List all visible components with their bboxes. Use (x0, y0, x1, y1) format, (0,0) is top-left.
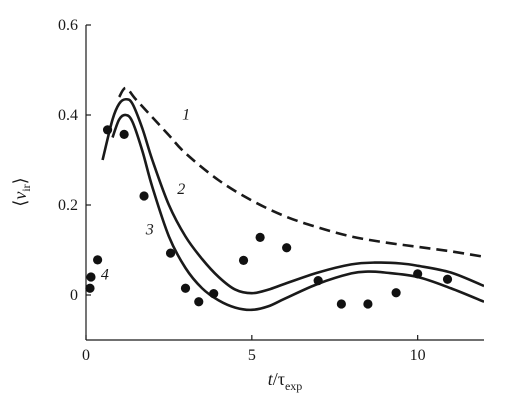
axes (85, 25, 484, 341)
series-line-2 (101, 97, 484, 295)
data-point (209, 289, 219, 299)
x-axis-label-tau: τ (278, 369, 285, 389)
data-point (86, 272, 96, 282)
y-tick-label: 0.2 (58, 197, 78, 214)
data-point (180, 283, 191, 293)
y-axis-label: ⟨vir⟩ (10, 177, 33, 206)
x-tick-label: 10 (410, 347, 426, 364)
x-tick-label: 5 (248, 347, 256, 364)
curve-label-4: 4 (101, 266, 109, 283)
data-point (336, 299, 346, 309)
data-point (313, 276, 323, 286)
y-tick-label: 0 (70, 287, 78, 304)
curve-label-1: 1 (182, 107, 190, 124)
y-axis-label-open: ⟨ (10, 200, 30, 207)
y-tick-label: 0.6 (58, 17, 78, 34)
series-layer (101, 86, 484, 312)
x-axis-label-t: t (268, 369, 274, 389)
data-point (282, 243, 292, 253)
y-axis-label-close: ⟩ (10, 177, 30, 184)
data-point (413, 269, 423, 279)
data-point (442, 274, 453, 284)
x-axis-label-slash: / (273, 369, 278, 389)
data-point (391, 288, 401, 298)
data-point (363, 299, 373, 309)
y-axis-label-v: v (10, 192, 30, 200)
curve-labels: 1 2 3 4 (101, 107, 190, 284)
y-tick-label: 0.4 (58, 107, 78, 124)
data-point (139, 191, 149, 201)
data-point (102, 125, 113, 135)
x-axis-label-sub: exp (285, 379, 302, 393)
data-point (119, 129, 129, 139)
data-point (93, 255, 103, 265)
series-line-1 (118, 86, 484, 259)
curve-label-3: 3 (145, 221, 154, 238)
curve-label-2: 2 (177, 181, 185, 198)
x-axis-label: t/τexp (268, 369, 303, 393)
x-ticks: 0 5 10 (82, 335, 426, 364)
series-line-3 (111, 113, 484, 312)
data-point (85, 283, 95, 293)
data-point (255, 232, 265, 242)
y-ticks: 0 0.2 0.4 0.6 (58, 17, 91, 304)
y-axis-label-sub: ir (19, 184, 33, 191)
data-point (194, 297, 204, 307)
x-tick-label: 0 (82, 347, 90, 364)
data-point (238, 255, 249, 265)
points-layer (85, 125, 453, 309)
data-point (165, 248, 176, 258)
